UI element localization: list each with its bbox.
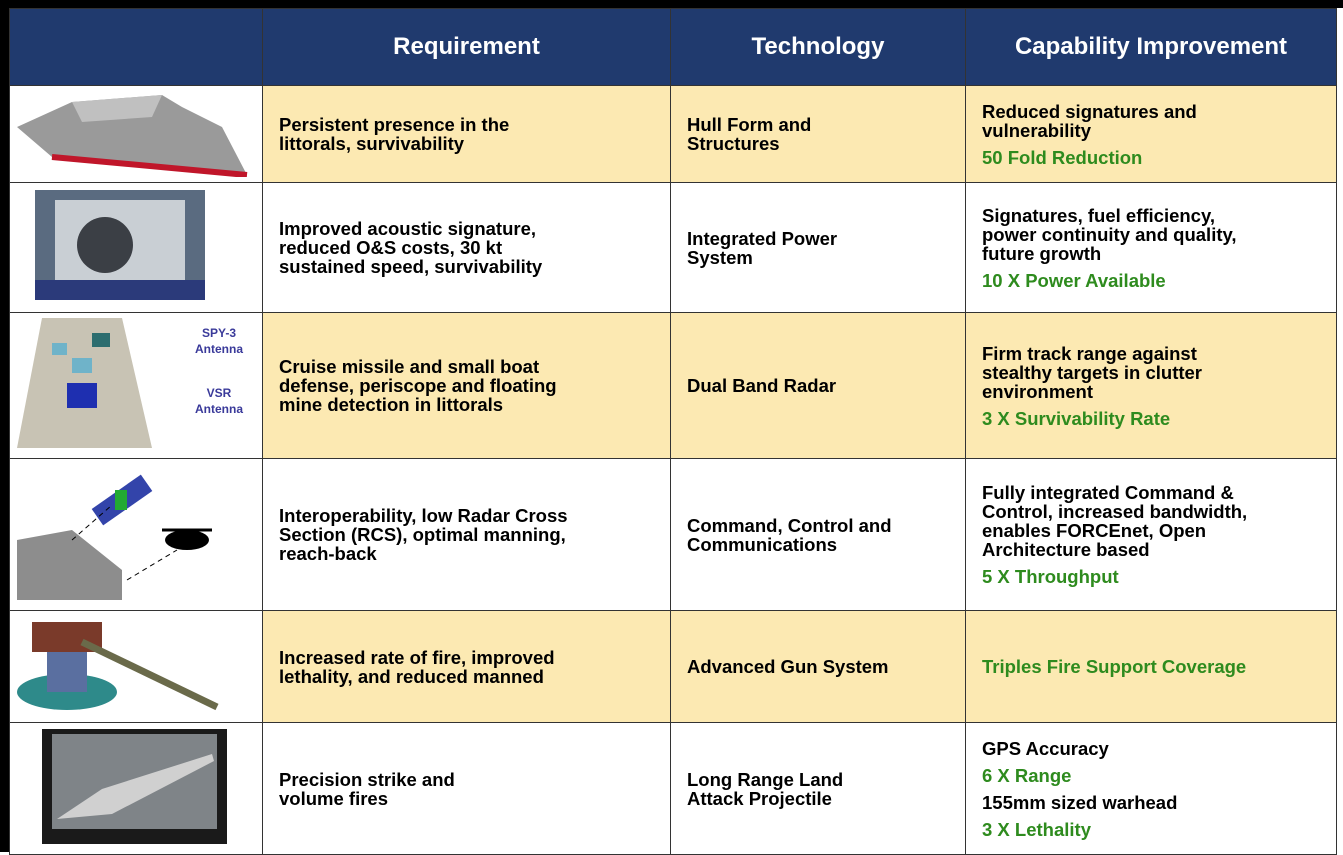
technology-cell: Command, Control and Communications xyxy=(670,458,966,611)
capability-cell: Firm track range against stealthy target… xyxy=(965,312,1337,459)
capability-cell: Fully integrated Command & Control, incr… xyxy=(965,458,1337,611)
capability-line: Reduced signatures and vulnerability xyxy=(982,100,1197,141)
requirement-cell: Precision strike and volume fires xyxy=(262,722,671,855)
capability-cell: GPS Accuracy 6 X Range 155mm sized warhead… xyxy=(965,722,1337,855)
illustration xyxy=(10,313,262,458)
capability-line: 3 X Survivability Rate xyxy=(982,407,1171,429)
table: Requirement Technology Capability Improv… xyxy=(9,8,1337,855)
image-cell xyxy=(9,182,263,313)
technology-cell: Dual Band Radar xyxy=(670,312,966,459)
technology-cell: Hull Form and Structures xyxy=(670,85,966,183)
requirement-cell: Persistent presence in the littorals, su… xyxy=(262,85,671,183)
table-row: SPY-3 Antenna VSR Antenna Cruise missile a… xyxy=(9,312,1337,459)
capability-line: 5 X Throughput xyxy=(982,566,1119,587)
image-cell xyxy=(9,610,263,723)
image-cell xyxy=(9,85,263,183)
image-cell xyxy=(9,722,263,855)
header-cell: Capability Improvement xyxy=(965,8,1337,86)
table-row: Precision strike and volume fires Long Ra… xyxy=(9,722,1337,855)
capability-line: 155mm sized warhead xyxy=(982,791,1178,813)
capability-cell: Reduced signatures and vulnerability 50 F… xyxy=(965,85,1337,183)
capability-line: 50 Fold Reduction xyxy=(982,146,1143,168)
image-cell: SPY-3 Antenna VSR Antenna xyxy=(9,312,263,459)
illustration xyxy=(10,460,262,610)
illustration xyxy=(10,612,262,722)
illustration xyxy=(10,87,262,182)
capability-line: GPS Accuracy xyxy=(982,737,1109,759)
capability-line: Triples Fire Support Coverage xyxy=(982,656,1247,677)
capability-line: Firm track range against stealthy target… xyxy=(982,342,1203,402)
illustration xyxy=(10,185,262,310)
header-blank xyxy=(9,8,263,86)
header-cell: Requirement xyxy=(262,8,671,86)
capability-cell: Signatures, fuel efficiency, power conti… xyxy=(965,182,1337,313)
requirement-cell: Interoperability, low Radar Cross Sectio… xyxy=(262,458,671,611)
technology-cell: Long Range Land Attack Projectile xyxy=(670,722,966,855)
capability-line: 10 X Power Available xyxy=(982,269,1166,291)
requirement-cell: Improved acoustic signature, reduced O&S… xyxy=(262,182,671,313)
header-cell: Technology xyxy=(670,8,966,86)
table-row: Persistent presence in the littorals, su… xyxy=(9,85,1337,183)
image-cell xyxy=(9,458,263,611)
top-bar xyxy=(0,0,1343,8)
capability-line: 3 X Lethality xyxy=(982,818,1091,840)
illustration xyxy=(10,728,262,849)
requirement-cell: Cruise missile and small boat defense, p… xyxy=(262,312,671,459)
table-row: Interoperability, low Radar Cross Sectio… xyxy=(9,458,1337,611)
header-row: Requirement Technology Capability Improv… xyxy=(9,8,1337,86)
annotation: SPY-3 Antenna xyxy=(195,326,243,356)
capability-line: Signatures, fuel efficiency, power conti… xyxy=(982,204,1237,264)
technology-cell: Integrated Power System xyxy=(670,182,966,313)
left-bar xyxy=(0,0,9,852)
requirement-cell: Increased rate of fire, improved lethali… xyxy=(262,610,671,723)
table-row: Improved acoustic signature, reduced O&S… xyxy=(9,182,1337,313)
capability-cell: Triples Fire Support Coverage xyxy=(965,610,1337,723)
table-row: Increased rate of fire, improved lethali… xyxy=(9,610,1337,723)
capability-line: 6 X Range xyxy=(982,764,1072,786)
technology-cell: Advanced Gun System xyxy=(670,610,966,723)
capability-line: Fully integrated Command & Control, incr… xyxy=(982,482,1248,560)
annotation: VSR Antenna xyxy=(195,386,243,416)
